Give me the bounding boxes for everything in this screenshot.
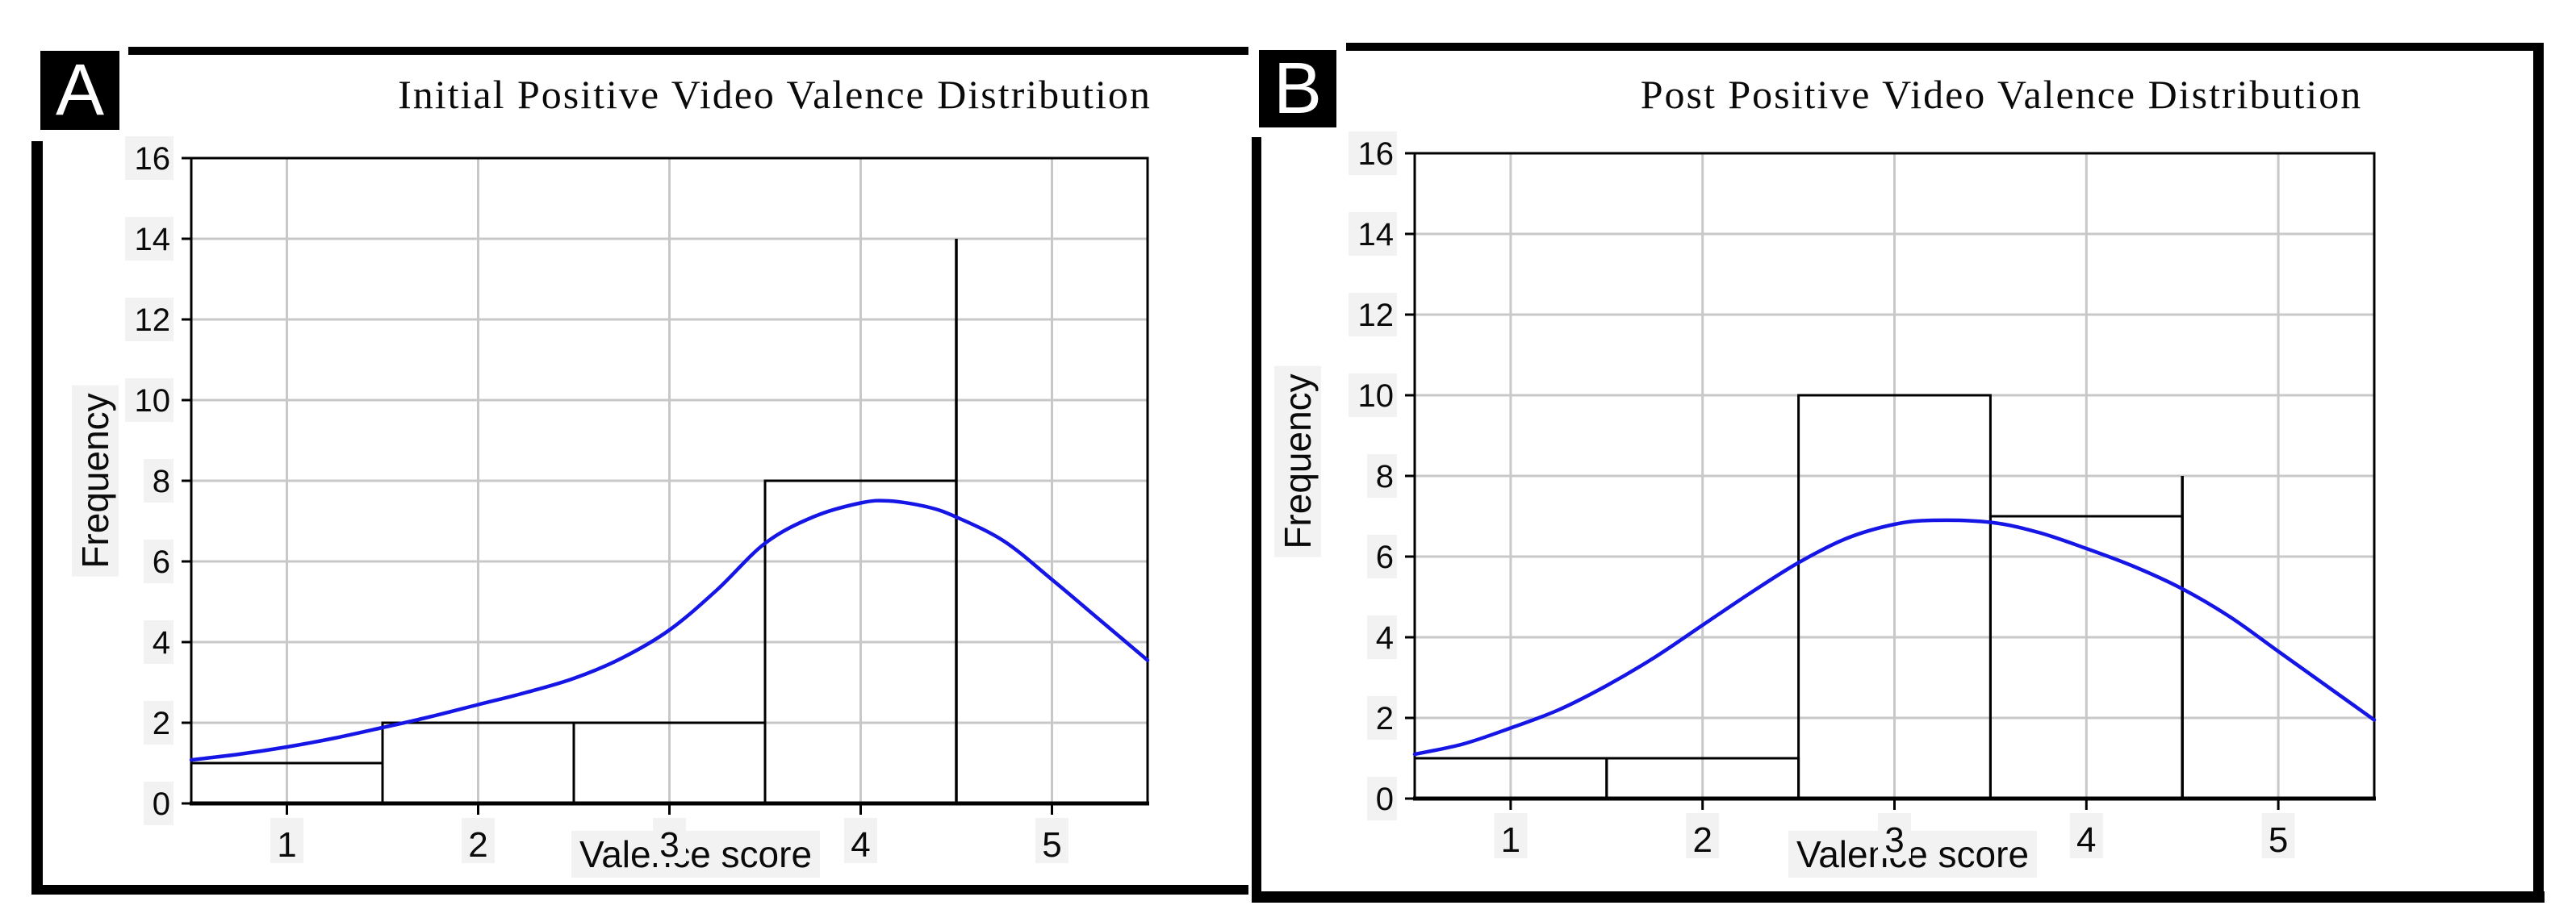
y-tick-label-bg [1367, 696, 1397, 740]
y-tick-label: 8 [1376, 459, 1394, 494]
y-tick-label: 6 [153, 544, 170, 580]
x-tick-label-bg [462, 818, 495, 863]
x-tick-label: 1 [1501, 820, 1520, 860]
x-tick-label: 2 [1692, 820, 1712, 860]
y-tick-label-bg [1349, 293, 1397, 336]
panel-b-title: Post Positive Video Valence Distribution [1640, 72, 2363, 117]
y-tick-label-bg [1349, 212, 1397, 256]
y-tick-label: 12 [1358, 298, 1395, 333]
y-tick-label: 2 [1376, 701, 1394, 736]
y-tick-label: 6 [1376, 540, 1394, 575]
y-tick-label-bg [144, 620, 174, 664]
y-tick-label: 16 [1358, 136, 1395, 172]
x-tick-label-bg [1494, 813, 1528, 858]
x-tick-label: 2 [468, 825, 487, 865]
x-tick-label: 3 [659, 825, 679, 865]
y-tick-label: 14 [1358, 217, 1395, 252]
x-tick-label: 4 [851, 825, 870, 865]
y-tick-label: 12 [135, 302, 171, 338]
y-tick-label-bg [1367, 777, 1397, 820]
y-tick-label: 0 [153, 786, 170, 822]
y-tick-label: 10 [1358, 378, 1395, 414]
y-tick-label: 4 [153, 625, 170, 661]
panel-a-title: Initial Positive Video Valence Distribut… [398, 72, 1152, 117]
x-tick-label-bg [270, 818, 303, 863]
y-tick-label: 4 [1376, 620, 1394, 656]
panel-a-left-frame-bar [31, 141, 43, 885]
x-tick-label-bg [2261, 813, 2295, 858]
x-tick-label-bg [2069, 813, 2103, 858]
y-tick-label-bg [1349, 373, 1397, 417]
y-tick-label-bg [1367, 615, 1397, 659]
panel-a-badge: A [40, 51, 119, 130]
x-tick-label: 4 [2076, 820, 2096, 860]
x-tick-label: 1 [277, 825, 296, 865]
x-tick-label-bg [653, 818, 686, 863]
x-tick-label-bg [1035, 818, 1068, 863]
y-tick-label-bg [125, 298, 174, 341]
panel-b-letter: B [1273, 48, 1323, 129]
panel-b-top-frame-bar [1346, 43, 2544, 51]
y-tick-label: 8 [153, 464, 170, 499]
y-tick-label-bg [1367, 535, 1397, 578]
x-tick-label: 5 [2269, 820, 2288, 860]
y-tick-label: 0 [1376, 782, 1394, 817]
panel-a-letter: A [55, 50, 105, 131]
panel-b-left-frame-bar [1252, 137, 1261, 903]
x-tick-label-bg [1686, 813, 1720, 858]
panel-b-right-frame-bar [2533, 43, 2544, 903]
x-tick-label-bg [844, 818, 877, 863]
panel-a-top-frame-bar [128, 47, 1248, 55]
panel-b-badge: B [1259, 50, 1336, 127]
y-tick-label: 14 [135, 222, 171, 257]
x-tick-label: 3 [1884, 820, 1904, 860]
y-tick-label: 10 [135, 383, 171, 419]
y-tick-label-bg [1349, 131, 1397, 175]
y-tick-label-bg [144, 540, 174, 583]
normal-curve [1412, 518, 2377, 757]
y-tick-label-bg [125, 378, 174, 422]
y-tick-label-bg [125, 136, 174, 180]
y-tick-label: 16 [135, 141, 171, 177]
y-tick-label-bg [144, 782, 174, 825]
panel-a-bottom-frame-bar [31, 885, 1248, 895]
panel-b-bottom-frame-bar [1252, 891, 2545, 903]
panel-b-xlabel: Valence score [1788, 831, 2038, 878]
x-tick-label: 5 [1042, 825, 1061, 865]
panel-a-xlabel: Valence score [571, 831, 821, 878]
y-tick-label-bg [144, 459, 174, 503]
y-tick-label: 2 [153, 706, 170, 741]
y-tick-label-bg [1367, 454, 1397, 498]
normal-curve [189, 499, 1150, 762]
y-tick-label-bg [144, 701, 174, 745]
y-tick-label-bg [125, 217, 174, 261]
x-tick-label-bg [1878, 813, 1911, 858]
